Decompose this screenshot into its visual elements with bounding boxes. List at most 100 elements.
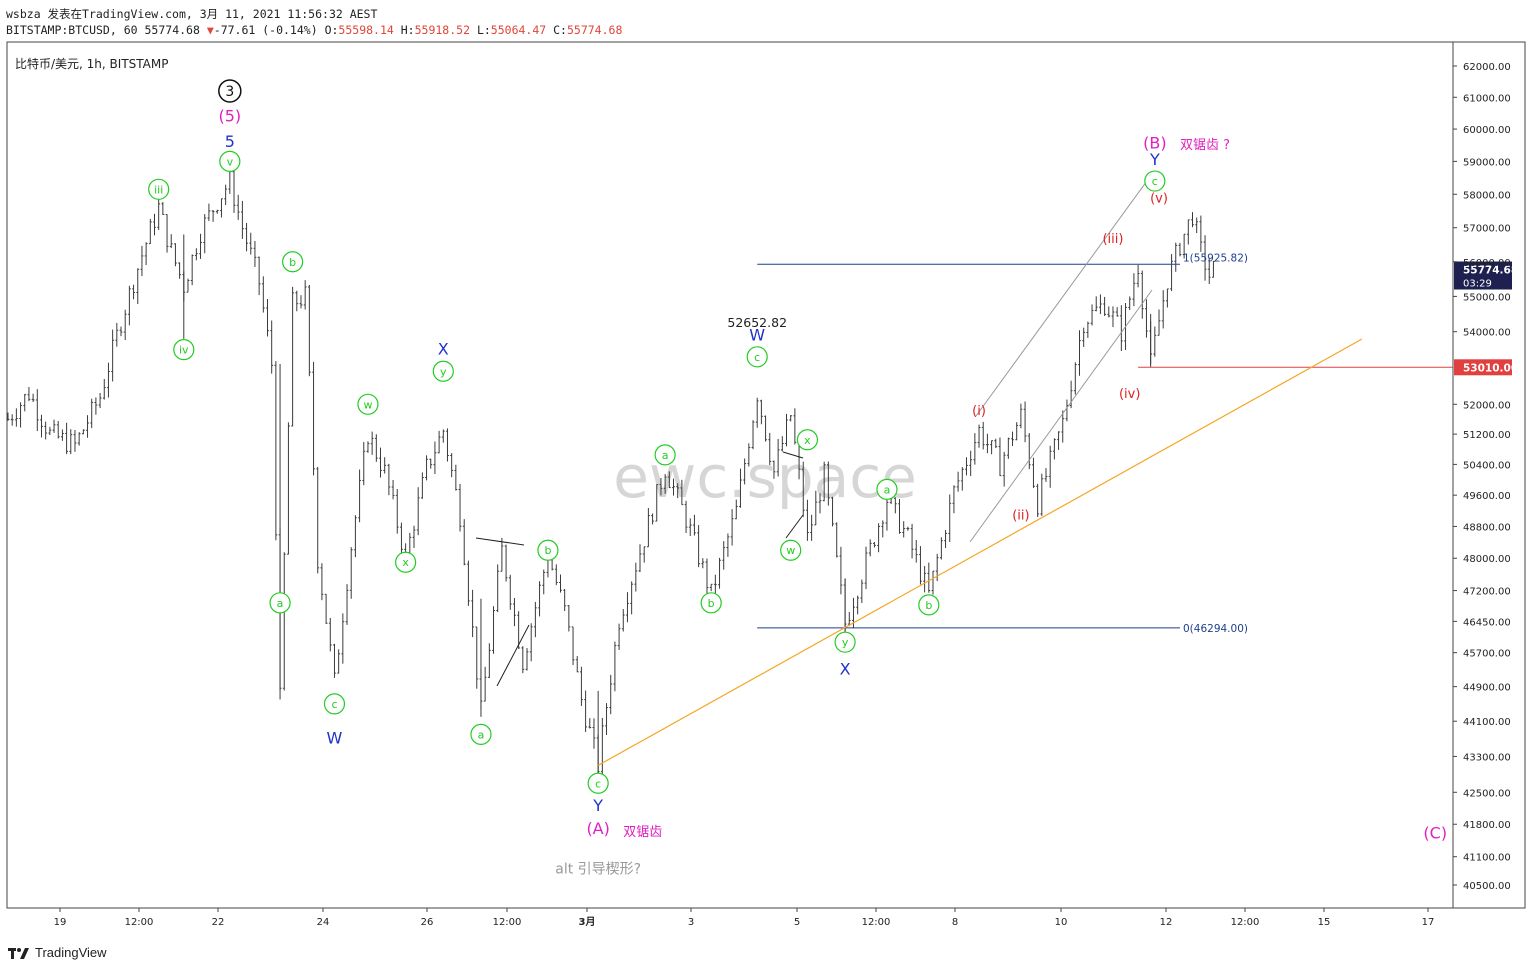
price-tick-label: 44900.00: [1463, 683, 1511, 694]
bar-countdown: 03:29: [1463, 279, 1492, 290]
low-label: L:: [476, 23, 491, 37]
wave-label-circle: [537, 539, 559, 561]
price-tick-label: 46450.00: [1463, 617, 1511, 628]
high-value: 55918.52: [414, 23, 470, 37]
wave-label-circle: [780, 539, 802, 561]
time-tick-label: 5: [794, 917, 800, 928]
last-price: 55774.68: [144, 23, 200, 37]
price-tick-label: 60000.00: [1463, 125, 1511, 136]
channel-lower-line[interactable]: [969, 289, 1153, 543]
footer: TradingView: [8, 945, 107, 960]
triangle-lower-line[interactable]: [496, 624, 530, 687]
fib-level-0-label: 0(46294.00): [1183, 623, 1248, 635]
wave-label: b: [544, 544, 551, 557]
wave-label-circle: [148, 178, 170, 200]
wave-label: W: [749, 325, 765, 344]
wave-label-circle: [796, 429, 819, 451]
wave-label: a: [277, 597, 284, 610]
wave-label-circle: [746, 346, 768, 368]
down-arrow-icon: ▼: [206, 23, 214, 37]
wave-label: Y: [1149, 150, 1160, 169]
triangle-upper-line[interactable]: [782, 451, 804, 459]
price-tick-label: 55000.00: [1463, 292, 1511, 303]
rising-trendline[interactable]: [597, 338, 1363, 766]
wave-label: W: [327, 729, 343, 748]
price-tick-label: 47200.00: [1463, 587, 1511, 598]
wave-label-circle: [269, 592, 291, 614]
wave-label-circle: [282, 251, 304, 273]
time-tick-label: 3月: [579, 916, 596, 928]
time-tick-label: 12: [1160, 917, 1173, 928]
fib-level-1-label: 1(55925.82): [1183, 252, 1248, 264]
time-tick-label: 26: [421, 917, 434, 928]
wave-label: w: [786, 544, 795, 557]
last-price-badge: [1454, 261, 1512, 290]
price-tick-label: 50400.00: [1463, 460, 1511, 471]
time-tick-label: 19: [54, 917, 67, 928]
support-price-badge-value: 53010.00: [1463, 362, 1518, 374]
wave-label-circle: [918, 594, 940, 616]
wave-label-circle: [219, 150, 241, 172]
price-chart[interactable]: ewc.space 1(55925.82)0(46294.00)52652.82…: [0, 0, 1531, 945]
time-tick-label: 12:00: [862, 917, 891, 928]
wave-label: c: [1152, 175, 1158, 188]
low-value: 55064.47: [490, 23, 547, 37]
chart-title: 比特币/美元, 1h, BITSTAMP: [15, 57, 169, 71]
channel-upper-line[interactable]: [975, 173, 1153, 417]
price-tick-label: 59000.00: [1463, 157, 1511, 168]
wave-label: 双锯齿: [623, 825, 662, 840]
open-value: 55598.14: [338, 23, 394, 37]
high-label: H:: [400, 23, 415, 37]
wave-label: (iii): [1102, 232, 1123, 247]
wave-label: (iv): [1119, 387, 1140, 402]
wave-label-circle: [173, 338, 195, 361]
price-tick-label: 44100.00: [1463, 717, 1511, 728]
wave-label: c: [595, 777, 601, 790]
wave-label: 3: [225, 84, 234, 100]
wave-label: Y: [592, 796, 603, 815]
open-label: O:: [324, 23, 339, 37]
price-tick-label: 43300.00: [1463, 752, 1511, 763]
wave-label: v: [227, 155, 234, 168]
wave-label-circle: [654, 444, 676, 466]
wave-label: (B): [1143, 134, 1166, 153]
wave-label: b: [708, 597, 715, 610]
triangle-lower-line[interactable]: [785, 514, 804, 539]
price-tick-label: 54000.00: [1463, 328, 1511, 339]
price-tick-label: 42500.00: [1463, 788, 1511, 799]
wave-label: x: [804, 434, 811, 447]
wave-label-circle: [323, 693, 346, 715]
close-value: 55774.68: [566, 23, 623, 37]
price-axis[interactable]: 62000.00 61000.00 60000.00 59000.00 58000.00…: [1453, 62, 1511, 892]
plot-frame: [6, 41, 1526, 909]
wave-label-circle: [218, 79, 242, 103]
wave-label: w: [363, 398, 372, 411]
wave-label-circle: [1144, 170, 1166, 192]
wave-label: c: [754, 351, 760, 364]
price-tick-label: 61000.00: [1463, 93, 1511, 104]
wave-label: b: [289, 256, 296, 269]
support-price-badge: [1454, 359, 1512, 376]
price-tick-label: 58000.00: [1463, 190, 1511, 201]
price-tick-label: 49600.00: [1463, 491, 1511, 502]
time-tick-label: 10: [1055, 917, 1068, 928]
wave-label: 5: [225, 132, 235, 151]
wave-label: (5): [218, 106, 241, 125]
time-tick-label: 12:00: [493, 917, 522, 928]
symbol-label: BITSTAMP:BTCUSD, 60: [6, 23, 138, 37]
time-axis[interactable]: 19 12:00 22 24 26 12:00 3月 3 5 12:00 8 10 12 12:00 15 1…: [54, 908, 1435, 928]
wave-label: X: [840, 660, 851, 679]
triangle-upper-line[interactable]: [475, 537, 525, 546]
price-tick-label: 41100.00: [1463, 853, 1511, 864]
wave-label: a: [884, 483, 891, 496]
time-tick-label: 8: [952, 917, 958, 928]
wave-label: a: [662, 449, 669, 462]
wave-label: c: [331, 698, 337, 711]
wave-label-circle: [432, 360, 454, 382]
time-tick-label: 17: [1422, 917, 1435, 928]
time-tick-label: 12:00: [1231, 917, 1260, 928]
wave-label: (C): [1423, 823, 1447, 842]
wave-label-circle: [587, 772, 609, 794]
wave-label: alt 引导楔形?: [555, 861, 641, 877]
